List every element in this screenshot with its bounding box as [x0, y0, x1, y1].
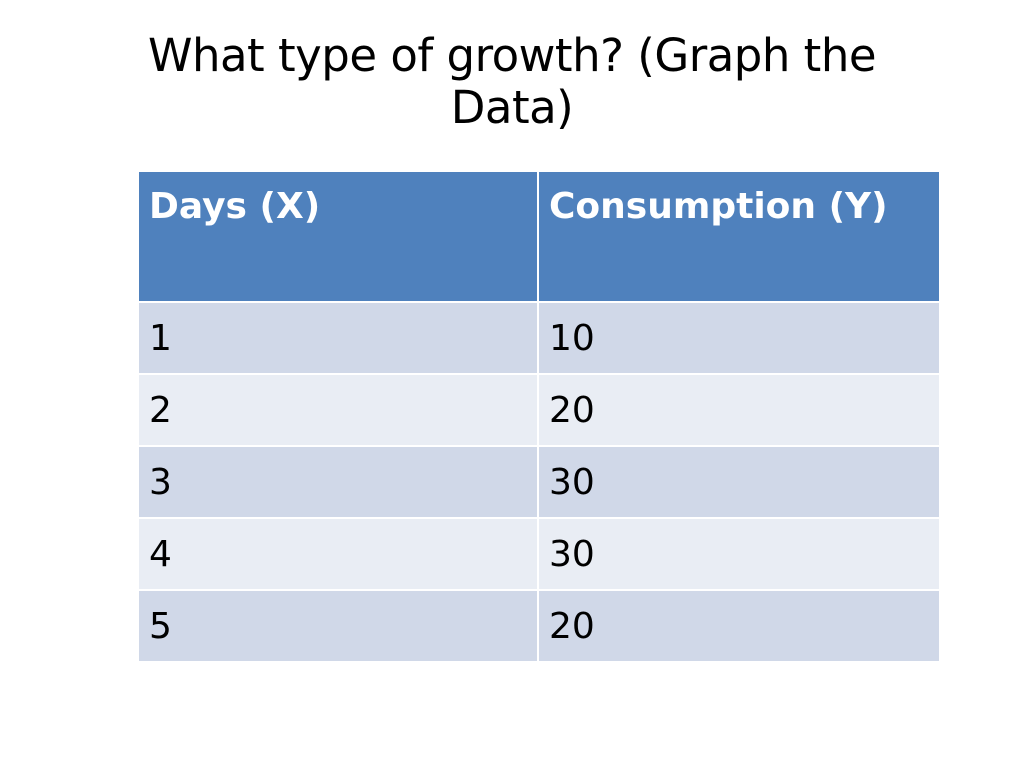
- cell-days: 1: [137, 301, 539, 375]
- slide-title: What type of growth? (Graph the Data): [147, 29, 877, 134]
- cell-days: 5: [137, 589, 539, 663]
- header-consumption: Consumption (Y): [537, 170, 941, 303]
- table-row: 1 10: [137, 301, 941, 375]
- cell-days: 3: [137, 445, 539, 519]
- data-table: Days (X) Consumption (Y) 1 10 2 20 3 30 …: [137, 170, 941, 663]
- table-row: 4 30: [137, 517, 941, 591]
- cell-consumption: 20: [537, 373, 941, 447]
- cell-consumption: 30: [537, 517, 941, 591]
- cell-consumption: 20: [537, 589, 941, 663]
- table-row: 5 20: [137, 589, 941, 663]
- table-header-row: Days (X) Consumption (Y): [137, 170, 941, 303]
- cell-days: 2: [137, 373, 539, 447]
- header-days: Days (X): [137, 170, 539, 303]
- cell-consumption: 10: [537, 301, 941, 375]
- table-row: 2 20: [137, 373, 941, 447]
- cell-consumption: 30: [537, 445, 941, 519]
- table-row: 3 30: [137, 445, 941, 519]
- cell-days: 4: [137, 517, 539, 591]
